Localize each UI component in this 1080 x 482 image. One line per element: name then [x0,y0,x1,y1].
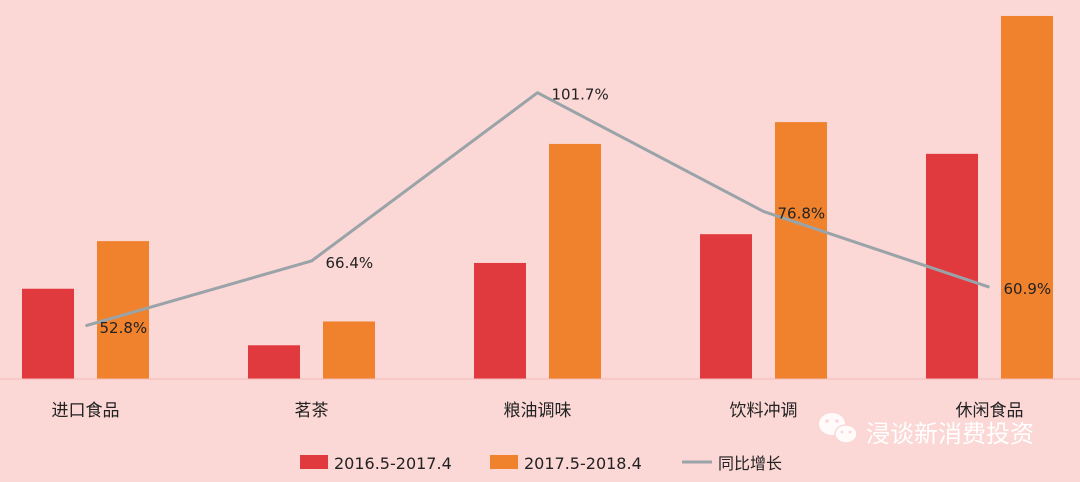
bar-1-3 [474,262,526,379]
category-label: 进口食品 [52,401,120,421]
category-label: 粮油调味 [504,401,572,421]
growth-line-layer: 52.8% 66.4% 101.7% 76.8% 60.9% [85,86,1052,337]
bar-1-5 [926,153,978,379]
growth-line [85,91,990,328]
growth-data-label: 101.7% [552,86,609,104]
growth-data-label: 76.8% [778,204,826,222]
growth-data-label: 52.8% [100,319,148,337]
bars-layer [22,15,1053,380]
category-label: 饮料冲调 [730,401,798,421]
legend-swatch-series-2 [490,455,518,469]
bar-2-3 [549,143,601,379]
category-label: 休闲食品 [956,401,1024,421]
legend-label-series-1: 2016.5-2017.4 [334,454,452,473]
bar-1-1 [22,288,74,379]
bar-2-5 [1001,15,1053,380]
bar-2-4 [775,122,827,379]
growth-data-label: 66.4% [326,254,374,272]
bar-1-2 [248,345,300,379]
legend-label-series-3: 同比增长 [718,454,782,473]
category-labels: 进口食品 茗茶 粮油调味 饮料冲调 休闲食品 [52,401,1024,421]
legend-label-series-2: 2017.5-2018.4 [524,454,642,473]
wechat-icon [819,413,858,444]
bar-2-2 [323,321,375,379]
watermark-text: 浸谈新消费投资 [866,420,1034,448]
bar-1-4 [700,234,752,379]
growth-data-label: 60.9% [1004,280,1052,298]
legend: 2016.5-2017.4 2017.5-2018.4 同比增长 [300,454,782,473]
category-label: 茗茶 [295,401,329,421]
legend-swatch-series-1 [300,455,328,469]
watermark: 浸谈新消费投资 [819,413,1034,448]
